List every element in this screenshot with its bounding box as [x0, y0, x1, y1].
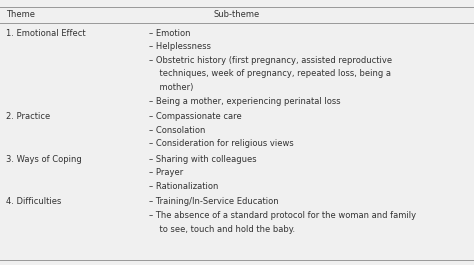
Text: – Sharing with colleagues: – Sharing with colleagues — [149, 155, 257, 164]
Text: – Helplessness: – Helplessness — [149, 42, 211, 51]
Text: to see, touch and hold the baby.: to see, touch and hold the baby. — [149, 224, 295, 233]
Text: Sub-theme: Sub-theme — [214, 11, 260, 19]
Text: – Training/In-Service Education: – Training/In-Service Education — [149, 197, 279, 206]
Text: – Prayer: – Prayer — [149, 168, 183, 177]
Text: techniques, week of pregnancy, repeated loss, being a: techniques, week of pregnancy, repeated … — [149, 69, 392, 78]
Text: – Being a mother, experiencing perinatal loss: – Being a mother, experiencing perinatal… — [149, 97, 341, 106]
Text: – Emotion: – Emotion — [149, 29, 191, 38]
Text: – Consideration for religious views: – Consideration for religious views — [149, 139, 294, 148]
Text: – The absence of a standard protocol for the woman and family: – The absence of a standard protocol for… — [149, 211, 417, 220]
Text: – Rationalization: – Rationalization — [149, 182, 219, 191]
Text: 2. Practice: 2. Practice — [6, 112, 50, 121]
Text: 1. Emotional Effect: 1. Emotional Effect — [6, 29, 85, 38]
Text: 4. Difficulties: 4. Difficulties — [6, 197, 61, 206]
Text: mother): mother) — [149, 83, 194, 92]
Text: – Consolation: – Consolation — [149, 126, 206, 135]
Text: 3. Ways of Coping: 3. Ways of Coping — [6, 155, 82, 164]
Text: – Compassionate care: – Compassionate care — [149, 112, 242, 121]
Text: Theme: Theme — [6, 11, 35, 19]
Text: – Obstetric history (first pregnancy, assisted reproductive: – Obstetric history (first pregnancy, as… — [149, 56, 392, 65]
